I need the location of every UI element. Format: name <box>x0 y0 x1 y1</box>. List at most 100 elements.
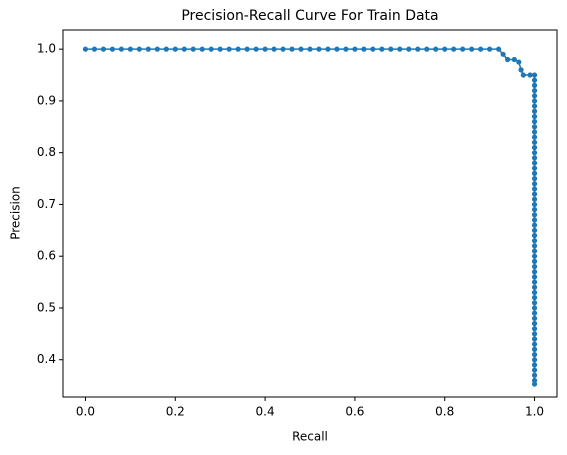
point <box>531 326 538 332</box>
point <box>531 129 538 135</box>
point <box>531 362 538 368</box>
point <box>531 82 538 88</box>
x-tick-label: 1.0 <box>525 405 544 419</box>
point <box>271 46 277 52</box>
point <box>531 139 538 145</box>
line <box>85 48 536 385</box>
point <box>531 263 538 270</box>
point <box>487 46 493 52</box>
point <box>531 289 538 296</box>
point <box>82 46 89 52</box>
point <box>145 46 151 52</box>
point <box>531 367 538 373</box>
point <box>190 46 196 52</box>
point <box>531 372 538 378</box>
point <box>531 310 538 316</box>
y-tick-label: 0.8 <box>37 145 56 159</box>
y-tick-label: 0.6 <box>37 249 56 263</box>
point <box>527 72 533 78</box>
point <box>531 93 538 99</box>
point <box>531 279 538 285</box>
point <box>531 336 538 342</box>
point <box>352 46 358 52</box>
point <box>531 201 538 208</box>
point <box>531 227 538 233</box>
point <box>343 46 349 52</box>
point <box>531 98 538 104</box>
point <box>235 46 241 52</box>
point <box>505 56 511 63</box>
point <box>531 346 538 352</box>
point <box>406 46 412 52</box>
point <box>531 175 538 182</box>
point <box>424 46 430 52</box>
point <box>91 46 98 52</box>
point <box>379 46 385 52</box>
point <box>370 46 376 52</box>
point <box>127 46 133 52</box>
x-axis-label: Recall <box>292 430 328 444</box>
point <box>531 331 538 337</box>
point <box>531 300 538 306</box>
point <box>181 46 187 52</box>
point <box>531 150 538 156</box>
point <box>531 315 538 321</box>
point <box>531 238 538 244</box>
chart-title: Precision-Recall Curve For Train Data <box>181 8 438 24</box>
point <box>531 108 538 114</box>
point <box>531 186 538 192</box>
point <box>109 46 115 52</box>
point <box>531 119 538 125</box>
point <box>208 46 214 52</box>
point <box>531 357 538 363</box>
point <box>518 67 524 73</box>
point <box>469 46 475 52</box>
point <box>531 160 538 166</box>
y-tick-label: 0.5 <box>37 300 56 314</box>
x-tick-label: 0.2 <box>166 405 185 419</box>
point <box>531 217 538 223</box>
point <box>460 46 466 52</box>
point <box>154 46 160 52</box>
point <box>226 46 232 52</box>
point <box>531 351 538 358</box>
point <box>531 170 538 176</box>
point <box>516 59 522 65</box>
point <box>531 274 538 280</box>
point <box>531 72 538 78</box>
x-tick-label: 0.4 <box>256 405 275 419</box>
point <box>415 46 421 52</box>
point <box>442 46 448 52</box>
point <box>531 248 538 254</box>
point <box>172 46 178 52</box>
point <box>531 222 538 228</box>
point <box>451 46 457 52</box>
point <box>478 46 484 52</box>
point <box>531 253 538 259</box>
y-tick-label: 0.7 <box>37 197 56 211</box>
point <box>531 196 538 202</box>
plot-frame <box>62 29 558 398</box>
point <box>531 134 538 140</box>
point <box>531 258 538 264</box>
point <box>531 181 538 187</box>
point <box>531 165 538 171</box>
point <box>316 46 322 52</box>
point <box>307 46 313 52</box>
point <box>289 46 295 52</box>
x-tick-label: 0.8 <box>435 405 454 419</box>
point <box>118 46 124 52</box>
point <box>531 243 538 249</box>
point <box>262 46 268 52</box>
point <box>531 103 538 109</box>
point <box>433 46 439 52</box>
point <box>298 46 304 52</box>
point <box>531 77 538 83</box>
point <box>334 46 340 52</box>
point <box>325 46 331 52</box>
point <box>531 295 538 301</box>
point <box>531 305 538 311</box>
point <box>361 46 367 52</box>
point <box>531 144 538 151</box>
